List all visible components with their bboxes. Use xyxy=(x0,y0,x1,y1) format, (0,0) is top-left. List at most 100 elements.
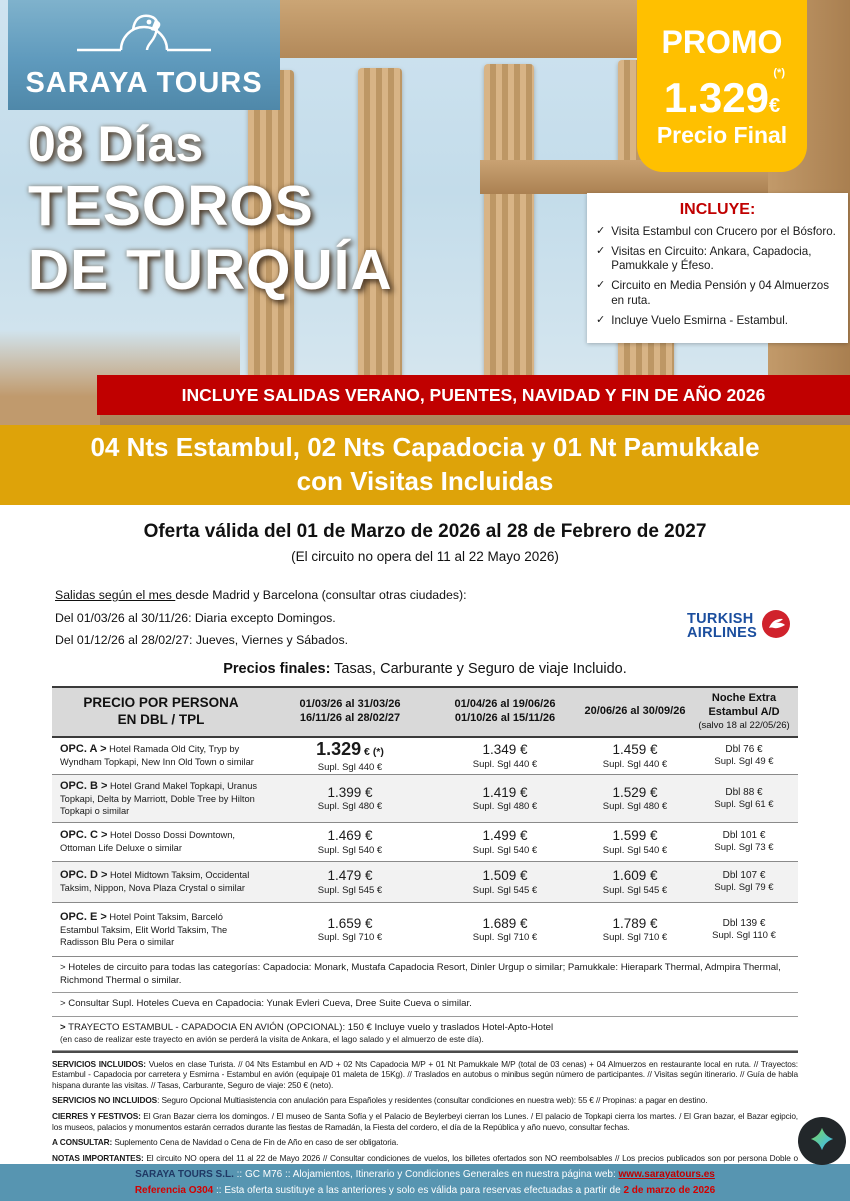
includes-item: ✓ Incluye Vuelo Esmirna - Estambul. xyxy=(596,314,839,328)
promo-badge: PROMO (*) 1.329€ Precio Final xyxy=(637,0,807,172)
overlay-app-badge[interactable] xyxy=(798,1117,846,1165)
header-season1: 01/03/26 al 31/03/26 16/11/26 al 28/02/27 xyxy=(299,698,401,724)
header-extra-night: Noche Extra Estambul A/D (salvo 18 al 22/0… xyxy=(698,692,790,731)
header-season2: 01/04/26 al 19/06/26 01/10/26 al 15/11/26 xyxy=(454,698,556,724)
brand-logo: SARAYA TOURS xyxy=(8,0,280,110)
table-row: OPC. B > Hotel Grand Makel Topkapi, Uran… xyxy=(52,775,798,824)
promo-price: 1.329€ xyxy=(637,77,807,119)
check-icon: ✓ xyxy=(596,225,606,237)
footer-line1: SARAYA TOURS S.L. :: GC M76 :: Alojamien… xyxy=(0,1167,850,1183)
hotel-option: OPC. A > Hotel Ramada Old City, Tryp by … xyxy=(60,743,254,768)
extra-night-cell: Dbl 107 € Supl. Sgl 79 € xyxy=(714,870,774,894)
footer-date: 2 de marzo de 2026 xyxy=(623,1184,716,1196)
final-prices-rest: Tasas, Carburante y Seguro de viaje Incl… xyxy=(330,661,627,677)
footer-text1: :: GC M76 :: Alojamientos, Itinerario y … xyxy=(233,1169,619,1180)
final-prices-note: Precios finales: Tasas, Carburante y Seg… xyxy=(0,661,850,677)
airline-line1: TURKISH xyxy=(687,610,754,627)
price-cell: 1.499 € Supl. Sgl 540 € xyxy=(472,828,538,856)
closures-holidays: CIERRES Y FESTIVOS: El Gran Bazar cierra… xyxy=(52,1111,798,1132)
price-cell: 1.479 € Supl. Sgl 545 € xyxy=(317,868,383,896)
price-table-section: PRECIO POR PERSONA EN DBL / TPL 01/03/26 … xyxy=(52,686,798,1190)
hotel-option: OPC. B > Hotel Grand Makel Topkapi, Uran… xyxy=(60,780,258,816)
footer-bar: SARAYA TOURS S.L. :: GC M76 :: Alojamien… xyxy=(0,1164,850,1201)
price-cell: 1.399 € Supl. Sgl 480 € xyxy=(317,784,383,813)
hero-section: SARAYA TOURS 08 Días TESOROS DE TURQUÍA … xyxy=(0,0,850,505)
promo-label: PROMO xyxy=(661,24,783,60)
departures-cities: Salidas según el mes desde Madrid y Barc… xyxy=(55,584,467,607)
ruins-column xyxy=(248,70,294,375)
website-link[interactable]: www.sarayatours.es xyxy=(618,1169,715,1180)
hotel-option: OPC. E > Hotel Point Taksim, Barceló Est… xyxy=(60,911,228,947)
hero-title: 08 Días TESOROS DE TURQUÍA xyxy=(28,118,393,299)
itinerary-line1: 04 Nts Estambul, 02 Nts Capadocia y 01 N… xyxy=(90,432,760,462)
promo-tagline: Precio Final xyxy=(656,121,788,148)
price-cell: 1.509 € Supl. Sgl 545 € xyxy=(472,868,538,896)
price-table-header: PRECIO POR PERSONA EN DBL / TPL 01/03/26 … xyxy=(52,686,798,738)
includes-item-text: Visitas en Circuito: Ankara, Capadocia, … xyxy=(611,245,812,273)
extra-night-cell: Dbl 101 € Supl. Sgl 73 € xyxy=(714,830,774,854)
brand-name: SARAYA TOURS xyxy=(25,67,263,99)
itinerary-banner: 04 Nts Estambul, 02 Nts Capadocia y 01 N… xyxy=(0,425,850,505)
departures-underlined: Salidas según el mes xyxy=(55,588,176,602)
ruins-column xyxy=(484,64,534,394)
departures-schedule-1: Del 01/03/26 al 30/11/26: Diaria excepto… xyxy=(55,610,336,625)
airline-bird-icon xyxy=(760,608,792,645)
hotel-option: OPC. D > Hotel Midtown Taksim, Occidenta… xyxy=(60,869,250,894)
tour-title-line2: DE TURQUÍA xyxy=(28,237,393,302)
promo-currency: € xyxy=(768,95,781,117)
price-cell: 1.349 € Supl. Sgl 440 € xyxy=(472,742,538,770)
footer-reference: Referencia O304 xyxy=(134,1184,214,1196)
promo-asterisk: (*) xyxy=(773,67,785,79)
price-cell: 1.659 € Supl. Sgl 710 € xyxy=(317,915,383,944)
promo-price-value: 1.329 xyxy=(663,74,769,121)
footer-text2: :: Esta oferta sustituye a las anteriore… xyxy=(213,1184,624,1196)
to-consult: A CONSULTAR: Suplemento Cena de Navidad … xyxy=(52,1137,399,1148)
includes-item-text: Visita Estambul con Crucero por el Bósfo… xyxy=(611,225,836,238)
price-cell: 1.419 € Supl. Sgl 480 € xyxy=(472,784,538,813)
includes-box: INCLUYE: ✓ Visita Estambul con Crucero po… xyxy=(587,193,848,343)
airline-line2: AIRLINES xyxy=(687,624,758,641)
note-flight-option: > TRAYECTO ESTAMBUL - CAPADOCIA EN AVIÓN… xyxy=(52,1017,798,1051)
ruins-column xyxy=(358,68,402,383)
extra-night-cell: Dbl 88 € Supl. Sgl 61 € xyxy=(714,786,774,810)
note-cave-hotels: > Consultar Supl. Hoteles Cueva en Capad… xyxy=(52,993,798,1017)
footer-company: SARAYA TOURS S.L. xyxy=(135,1169,234,1180)
table-row: OPC. E > Hotel Point Taksim, Barceló Est… xyxy=(52,903,798,958)
includes-item: ✓ Circuito en Media Pensión y 04 Almuerzo… xyxy=(596,279,839,307)
includes-item: ✓ Visita Estambul con Crucero por el Bósf… xyxy=(596,225,839,239)
turkish-airlines-logo: TURKISH AIRLINES xyxy=(687,608,792,645)
offer-validity: Oferta válida del 01 de Marzo de 2026 al… xyxy=(143,521,707,542)
includes-item-text: Circuito en Media Pensión y 04 Almuerzos… xyxy=(611,279,830,307)
footer-line2: Referencia O304 :: Esta oferta sustituye… xyxy=(0,1183,850,1199)
offer-exception: (El circuito no opera del 11 al 22 Mayo … xyxy=(291,549,559,564)
price-cell: 1.459 € Supl. Sgl 440 € xyxy=(602,742,668,770)
price-cell: 1.609 € Supl. Sgl 545 € xyxy=(602,868,668,896)
price-cell: 1.529 € Supl. Sgl 480 € xyxy=(602,784,668,813)
table-row: OPC. C > Hotel Dosso Dossi Downtown, Ott… xyxy=(52,823,798,863)
extra-night-cell: Dbl 76 € Supl. Sgl 49 € xyxy=(714,744,774,768)
star-icon xyxy=(805,1122,839,1161)
price-cell: 1.789 € Supl. Sgl 710 € xyxy=(602,915,668,944)
extra-night-cell: Dbl 139 € Supl. Sgl 110 € xyxy=(712,917,776,941)
services-not-included: SERVICIOS NO INCLUIDOS: Seguro Opcional … xyxy=(52,1095,708,1106)
departures-info: Salidas según el mes desde Madrid y Barc… xyxy=(55,584,467,652)
table-notes: > Hoteles de circuito para todas las cat… xyxy=(52,957,798,1053)
tour-title-line1: TESOROS xyxy=(28,173,314,238)
services-included: SERVICIOS INCLUIDOS: Vuelos en clase Tur… xyxy=(52,1058,798,1090)
includes-item: ✓ Visitas en Circuito: Ankara, Capadocia,… xyxy=(596,245,839,273)
header-person: PRECIO POR PERSONA EN DBL / TPL xyxy=(83,695,239,727)
tour-duration: 08 Días xyxy=(28,116,204,172)
price-cell: 1.329 € (*) Supl. Sgl 440 € xyxy=(316,739,384,773)
header-season3: 20/06/26 al 30/09/26 xyxy=(584,705,686,718)
falcon-arch-icon xyxy=(69,4,219,67)
departures-banner: INCLUYE SALIDAS VERANO, PUENTES, NAVIDAD… xyxy=(97,375,850,415)
price-cell: 1.469 € Supl. Sgl 540 € xyxy=(317,828,383,856)
table-row: OPC. A > Hotel Ramada Old City, Tryp by … xyxy=(52,738,798,776)
check-icon: ✓ xyxy=(596,279,606,292)
departures-rest: desde Madrid y Barcelona (consultar otra… xyxy=(175,588,467,602)
note-hotels-circuit: > Hoteles de circuito para todas las cat… xyxy=(52,957,798,994)
price-cell: 1.689 € Supl. Sgl 710 € xyxy=(472,915,538,944)
hotel-option: OPC. C > Hotel Dosso Dossi Downtown, Ott… xyxy=(60,829,235,854)
includes-item-text: Incluye Vuelo Esmirna - Estambul. xyxy=(611,313,788,327)
